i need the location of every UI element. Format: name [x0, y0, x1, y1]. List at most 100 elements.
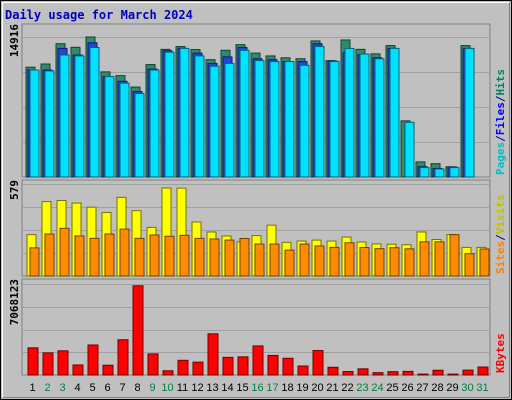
bar-sites: [404, 248, 415, 277]
panel-kbytes-legend: KBytes: [494, 333, 507, 373]
day-label: 23: [356, 382, 368, 394]
legend-item: Visits: [494, 195, 507, 235]
bar-sites: [104, 233, 115, 277]
bar-sites: [194, 237, 205, 277]
bar-kbytes: [357, 368, 369, 376]
bar-pages: [179, 47, 190, 178]
bar-sites: [74, 235, 85, 277]
legend-item: Files: [494, 102, 507, 135]
bar-sites: [209, 238, 220, 277]
bar-pages: [89, 46, 100, 178]
bar-pages: [359, 53, 370, 178]
chart-title: Daily usage for March 2024: [5, 8, 193, 22]
bar-sites: [59, 227, 70, 277]
bar-pages: [344, 47, 355, 178]
bar-kbytes: [372, 372, 384, 376]
bar-sites: [134, 237, 145, 277]
bar-pages: [29, 69, 40, 178]
bar-pages: [404, 121, 415, 178]
day-label: 17: [266, 382, 278, 394]
day-label: 5: [89, 382, 95, 394]
bar-sites: [89, 237, 100, 277]
legend-item: Hits: [494, 69, 507, 96]
bar-kbytes: [87, 344, 99, 376]
bar-sites: [149, 234, 160, 277]
bar-kbytes: [327, 366, 339, 376]
day-label: 27: [416, 382, 428, 394]
bar-sites: [314, 245, 325, 277]
panel-hits-max-label: 14916: [8, 24, 21, 57]
bar-sites: [344, 242, 355, 277]
bar-pages: [104, 76, 115, 178]
bar-kbytes: [432, 369, 444, 376]
bar-kbytes: [477, 366, 489, 376]
bar-sites: [269, 243, 280, 277]
day-label: 15: [236, 382, 248, 394]
day-label: 16: [251, 382, 263, 394]
bar-pages: [44, 70, 55, 178]
bar-sites: [224, 239, 235, 277]
legend-item: /: [494, 95, 507, 102]
bar-kbytes: [132, 285, 144, 376]
bar-pages: [134, 92, 145, 178]
panel-kbytes-max-label: 7068123: [8, 279, 21, 325]
bar-kbytes: [222, 356, 234, 376]
bar-sites: [239, 238, 250, 277]
day-label: 21: [326, 382, 338, 394]
bar-sites: [434, 241, 445, 277]
bar-sites: [254, 243, 265, 277]
bar-kbytes: [267, 354, 279, 376]
bar-pages: [269, 61, 280, 178]
bar-sites: [374, 248, 385, 277]
bar-pages: [374, 58, 385, 178]
panel-hits-legend: Pages/Files/Hits: [494, 69, 507, 175]
bar-kbytes: [402, 370, 414, 376]
legend-item: Pages: [494, 142, 507, 175]
bar-kbytes: [312, 350, 324, 376]
bar-kbytes: [447, 373, 459, 376]
day-label: 4: [74, 382, 80, 394]
bar-kbytes: [237, 356, 249, 376]
day-label: 29: [446, 382, 458, 394]
bar-kbytes: [177, 359, 189, 376]
bar-sites: [284, 249, 295, 277]
bar-kbytes: [117, 339, 129, 376]
bar-pages: [254, 60, 265, 178]
bar-sites: [464, 253, 475, 277]
day-label: 7: [119, 382, 125, 394]
legend-item: /: [494, 234, 507, 241]
day-label: 28: [431, 382, 443, 394]
bar-kbytes: [147, 353, 159, 376]
bar-kbytes: [387, 371, 399, 376]
day-label: 3: [59, 382, 65, 394]
day-label: 25: [386, 382, 398, 394]
bar-kbytes: [102, 364, 114, 376]
bar-pages: [419, 167, 430, 178]
bar-kbytes: [57, 350, 69, 376]
bar-pages: [59, 54, 70, 178]
bar-kbytes: [462, 369, 474, 376]
day-label: 11: [177, 382, 188, 394]
bar-sites: [329, 246, 340, 277]
bar-pages: [119, 82, 130, 178]
bar-pages: [194, 55, 205, 178]
bar-kbytes: [297, 365, 309, 376]
legend-item: /: [494, 135, 507, 142]
bar-sites: [299, 243, 310, 277]
panel-visits-max-label: 579: [8, 180, 21, 200]
bar-sites: [359, 247, 370, 277]
day-label: 14: [221, 382, 233, 394]
day-label: 10: [161, 382, 173, 394]
day-label: 26: [401, 382, 413, 394]
bar-kbytes: [342, 371, 354, 376]
bar-pages: [389, 47, 400, 178]
day-label: 20: [311, 382, 323, 394]
bar-pages: [329, 61, 340, 178]
day-label: 13: [206, 382, 218, 394]
bar-kbytes: [282, 357, 294, 376]
bar-pages: [164, 51, 175, 178]
bar-pages: [239, 49, 250, 178]
day-label: 8: [134, 382, 140, 394]
